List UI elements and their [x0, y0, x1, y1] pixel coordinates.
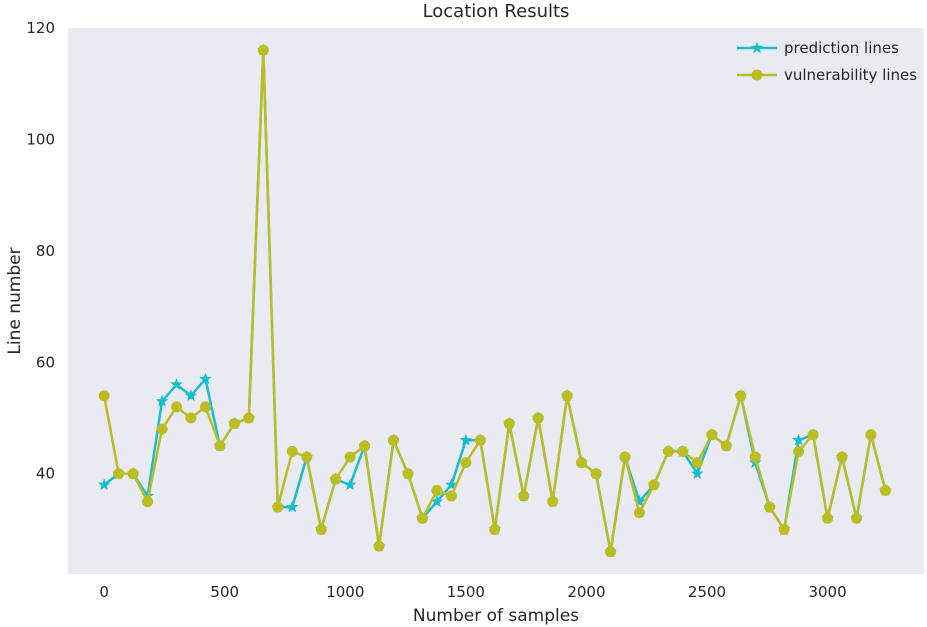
data-point	[764, 501, 776, 513]
x-tick-label: 1000	[326, 583, 364, 601]
data-point	[359, 440, 371, 452]
y-tick-label: 80	[36, 242, 55, 260]
data-point	[184, 389, 198, 401]
data-point	[793, 445, 805, 457]
data-point	[257, 44, 269, 56]
plot-area	[68, 28, 924, 574]
data-point	[315, 523, 327, 535]
data-point	[199, 401, 211, 413]
data-point	[850, 512, 862, 524]
x-tick-label: 3000	[808, 583, 846, 601]
legend-marker	[750, 41, 764, 54]
data-point	[142, 496, 154, 508]
data-point	[576, 457, 588, 469]
data-layer	[97, 43, 892, 558]
data-point	[113, 468, 125, 480]
legend-marker	[751, 69, 763, 81]
data-point	[402, 468, 414, 480]
data-point	[214, 440, 226, 452]
data-point	[749, 451, 761, 463]
data-point	[286, 445, 298, 457]
data-point	[691, 467, 704, 479]
legend-label-vulnerability: vulnerability lines	[784, 66, 917, 84]
data-point	[170, 378, 183, 390]
data-point	[330, 473, 342, 485]
data-point	[474, 434, 486, 446]
data-point	[865, 429, 877, 441]
data-point	[459, 433, 473, 446]
data-point	[633, 507, 645, 519]
data-point	[155, 394, 169, 407]
data-point	[691, 457, 703, 469]
legend-item-prediction: prediction lines	[737, 39, 899, 57]
data-point	[171, 401, 183, 413]
data-point	[430, 495, 444, 507]
data-point	[199, 372, 212, 385]
legend-marker-circle	[751, 69, 763, 81]
data-point	[518, 490, 530, 502]
data-point	[343, 478, 357, 491]
data-point	[286, 500, 299, 513]
data-point	[532, 412, 544, 424]
data-point	[503, 418, 515, 430]
y-tick-label: 60	[36, 353, 55, 371]
data-point	[778, 523, 790, 535]
x-tick-label: 2500	[688, 583, 726, 601]
data-point	[301, 451, 313, 463]
data-point	[98, 390, 110, 402]
x-tick-label: 2000	[567, 583, 605, 601]
chart-title: Location Results	[423, 1, 570, 22]
data-point	[416, 512, 428, 524]
data-point	[445, 478, 458, 491]
data-point	[344, 451, 356, 463]
x-tick-label: 1500	[447, 583, 485, 601]
data-point	[460, 457, 472, 469]
data-point	[836, 451, 848, 463]
data-point	[792, 433, 805, 446]
x-axis-ticks: 0 500 1000 1500 2000 2500 3000	[99, 583, 846, 601]
data-point	[272, 501, 284, 513]
data-point	[547, 496, 559, 508]
data-point	[633, 495, 646, 507]
x-tick-label: 500	[210, 583, 239, 601]
data-point	[648, 479, 660, 491]
data-point	[605, 546, 617, 558]
legend-label-prediction: prediction lines	[784, 39, 899, 57]
data-point	[677, 445, 689, 457]
x-tick-label: 0	[99, 583, 109, 601]
data-point	[127, 468, 139, 480]
y-tick-label: 40	[36, 465, 55, 483]
data-point	[720, 440, 732, 452]
x-axis-title: Number of samples	[413, 606, 579, 626]
data-point	[445, 490, 457, 502]
data-point	[662, 445, 674, 457]
data-point	[185, 412, 197, 424]
data-point	[373, 540, 385, 552]
data-point	[228, 418, 240, 430]
data-point	[388, 434, 400, 446]
data-point	[706, 429, 718, 441]
legend-marker-star	[750, 41, 764, 54]
y-axis-title: Line number	[5, 247, 25, 354]
data-point	[431, 484, 443, 496]
data-point	[619, 451, 631, 463]
data-point	[807, 429, 819, 441]
data-point	[735, 390, 747, 402]
data-point	[489, 523, 501, 535]
y-axis-ticks: 40 60 80 100 120	[26, 19, 55, 483]
legend: prediction lines vulnerability lines	[737, 39, 917, 84]
data-point	[879, 484, 891, 496]
y-tick-label: 100	[26, 130, 55, 148]
data-point	[590, 468, 602, 480]
data-point	[97, 478, 111, 491]
data-point	[243, 412, 255, 424]
data-point	[156, 423, 168, 435]
legend-item-vulnerability: vulnerability lines	[737, 66, 917, 84]
series-vulnerability	[98, 44, 891, 558]
data-point	[822, 512, 834, 524]
data-point	[561, 390, 573, 402]
y-tick-label: 120	[26, 19, 55, 37]
